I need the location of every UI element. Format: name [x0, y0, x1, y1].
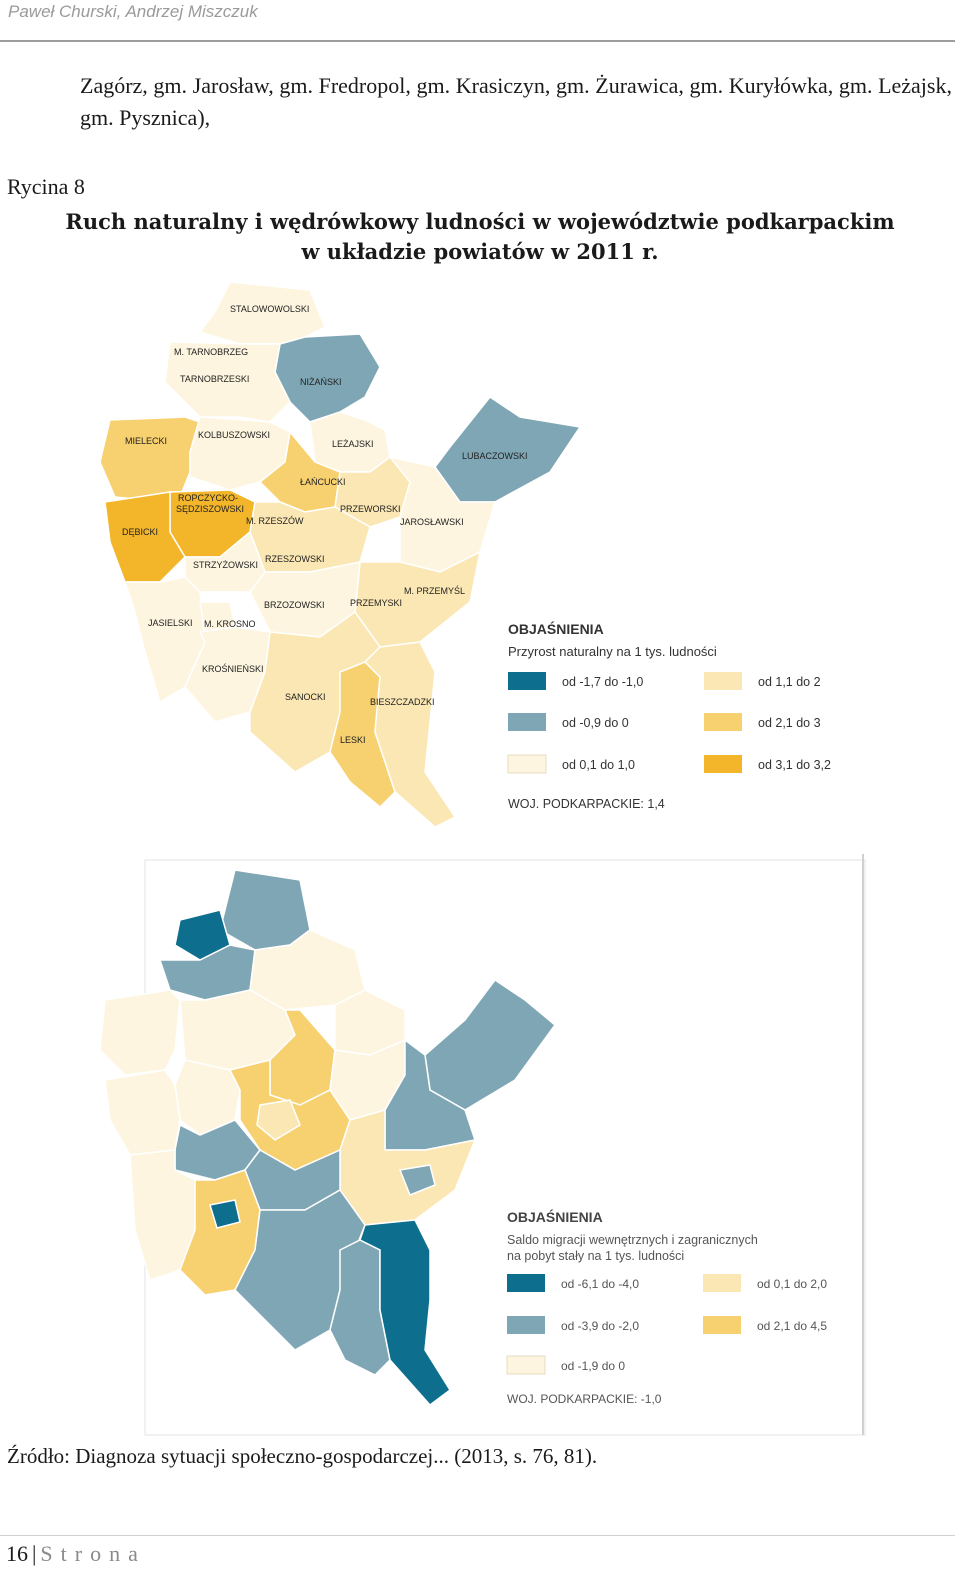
map1-legend-subtitle: Przyrost naturalny na 1 tys. ludności — [508, 644, 717, 659]
page-word: Strona — [40, 1541, 146, 1566]
footer-separator: | — [32, 1541, 37, 1566]
region-bieszczadzki — [363, 641, 457, 828]
intro-paragraph: Zagórz, gm. Jarosław, gm. Fredropol, gm.… — [80, 73, 952, 130]
map2-legend-label-2: od -3,9 do -2,0 — [561, 1319, 639, 1333]
map1-swatch-4 — [704, 672, 742, 690]
map1-total: WOJ. PODKARPACKIE: 1,4 — [508, 797, 665, 811]
label-jasielski: JASIELSKI — [148, 618, 193, 628]
map1-legend-label-5: od 2,1 do 3 — [758, 716, 821, 730]
map-migration-balance: OBJAŚNIENIA Saldo migracji wewnętrznych … — [99, 854, 866, 1436]
map2-legend-subtitle-2: na pobyt stały na 1 tys. ludności — [507, 1249, 684, 1263]
map2-swatch-5 — [703, 1316, 741, 1334]
label-m-przemysl: M. PRZEMYŚL — [404, 585, 465, 596]
m2-region-bieszczadzki — [359, 1219, 452, 1407]
map1-legend: OBJAŚNIENIA Przyrost naturalny na 1 tys.… — [507, 620, 831, 811]
label-nizanski: NIŻAŃSKI — [300, 377, 342, 387]
figure-title-line2: w układzie powiatów w 2011 r. — [301, 239, 659, 264]
map1-legend-label-2: od -0,9 do 0 — [562, 716, 629, 730]
map2-regions — [99, 869, 557, 1407]
label-m-krosno: M. KROSNO — [204, 619, 256, 629]
map2-total: WOJ. PODKARPACKIE: -1,0 — [507, 1392, 662, 1406]
map1-legend-label-6: od 3,1 do 3,2 — [758, 758, 831, 772]
map2-swatch-1 — [507, 1274, 545, 1292]
label-m-tarnobrzeg: M. TARNOBRZEG — [174, 347, 248, 357]
map1-swatch-2 — [508, 713, 546, 731]
label-mielecki: MIELECKI — [125, 436, 167, 446]
label-bieszczadzki: BIESZCZADZKI — [370, 697, 435, 707]
map2-legend-subtitle-1: Saldo migracji wewnętrznych i zagraniczn… — [507, 1233, 758, 1247]
label-lancucki: ŁAŃCUCKI — [300, 477, 346, 487]
m2-region-m-krosno — [209, 1199, 241, 1229]
map2-legend-label-5: od 2,1 do 4,5 — [757, 1319, 827, 1333]
map1-legend-label-1: od -1,7 do -1,0 — [562, 675, 643, 689]
figure-label: Rycina 8 — [7, 174, 85, 199]
map2-swatch-3 — [506, 1355, 546, 1375]
map1-swatch-1 — [508, 672, 546, 690]
label-sanocki: SANOCKI — [285, 692, 326, 702]
map1-legend-label-3: od 0,1 do 1,0 — [562, 758, 635, 772]
label-przemyski: PRZEMYSKI — [350, 598, 402, 608]
map2-legend-label-3: od -1,9 do 0 — [561, 1359, 625, 1373]
map2-legend-label-1: od -6,1 do -4,0 — [561, 1277, 639, 1291]
region-mielecki — [99, 416, 201, 501]
label-strzyzowski: STRZYŻOWSKI — [193, 560, 258, 570]
map2-swatch-4 — [703, 1274, 741, 1292]
label-rzeszowski: RZESZOWSKI — [265, 554, 325, 564]
map2-legend-title: OBJAŚNIENIA — [507, 1208, 603, 1225]
m2-region-mielecki — [99, 989, 181, 1076]
m2-region-debicki — [104, 1069, 181, 1156]
region-lubaczowski — [434, 395, 582, 503]
label-krosnienski: KROŚNIEŃSKI — [202, 663, 264, 674]
map1-legend-label-4: od 1,1 do 2 — [758, 675, 821, 689]
label-przeworski: PRZEWORSKI — [340, 504, 401, 514]
m2-region-m-przemysl — [398, 1164, 436, 1196]
m2-region-stalowowolski — [219, 869, 311, 951]
map2-legend: OBJAŚNIENIA Saldo migracji wewnętrznych … — [506, 1208, 827, 1406]
label-debicki: DĘBICKI — [122, 527, 158, 537]
header-author: Paweł Churski, Andrzej Miszczuk — [8, 2, 258, 21]
figure-title-line1: Ruch naturalny i wędrówkowy ludności w w… — [65, 209, 895, 234]
map1-labels: STALOWOWOLSKI M. TARNOBRZEG TARNOBRZESKI… — [122, 304, 528, 745]
label-stalowowolski: STALOWOWOLSKI — [230, 304, 309, 314]
map1-swatch-5 — [704, 713, 742, 731]
label-lezajski: LEŻAJSKI — [332, 439, 374, 449]
label-lubaczowski: LUBACZOWSKI — [462, 451, 528, 461]
label-ropczycko-1: ROPCZYCKO- — [178, 493, 238, 503]
map2-swatch-2 — [507, 1316, 545, 1334]
label-brzozowski: BRZOZOWSKI — [264, 600, 325, 610]
label-ropczycko-2: SĘDZISZOWSKI — [176, 504, 244, 514]
footer-divider — [0, 1535, 955, 1536]
map2-legend-label-4: od 0,1 do 2,0 — [757, 1277, 827, 1291]
label-m-rzeszow: M. RZESZÓW — [246, 516, 304, 526]
label-jaroslawski: JAROSŁAWSKI — [400, 517, 464, 527]
label-kolbuszowski: KOLBUSZOWSKI — [198, 430, 270, 440]
region-debicki — [104, 491, 186, 583]
map1-swatch-3 — [507, 754, 547, 774]
m2-region-m-rzeszow — [256, 1099, 301, 1141]
page-number: 16 — [6, 1541, 28, 1566]
label-leski: LESKI — [340, 735, 366, 745]
header-divider — [0, 40, 955, 42]
map1-legend-title: OBJAŚNIENIA — [508, 620, 604, 637]
figure-title: Ruch naturalny i wędrówkowy ludności w w… — [0, 207, 960, 267]
map1-regions — [99, 281, 582, 828]
map-natural-increase: STALOWOWOLSKI M. TARNOBRZEG TARNOBRZESKI… — [99, 281, 831, 828]
source-note: Źródło: Diagnoza sytuacji społeczno-gosp… — [7, 1444, 598, 1468]
map1-swatch-6 — [704, 755, 742, 773]
label-tarnobrzeski: TARNOBRZESKI — [180, 374, 249, 384]
page-footer: 16 | Strona — [6, 1541, 146, 1567]
